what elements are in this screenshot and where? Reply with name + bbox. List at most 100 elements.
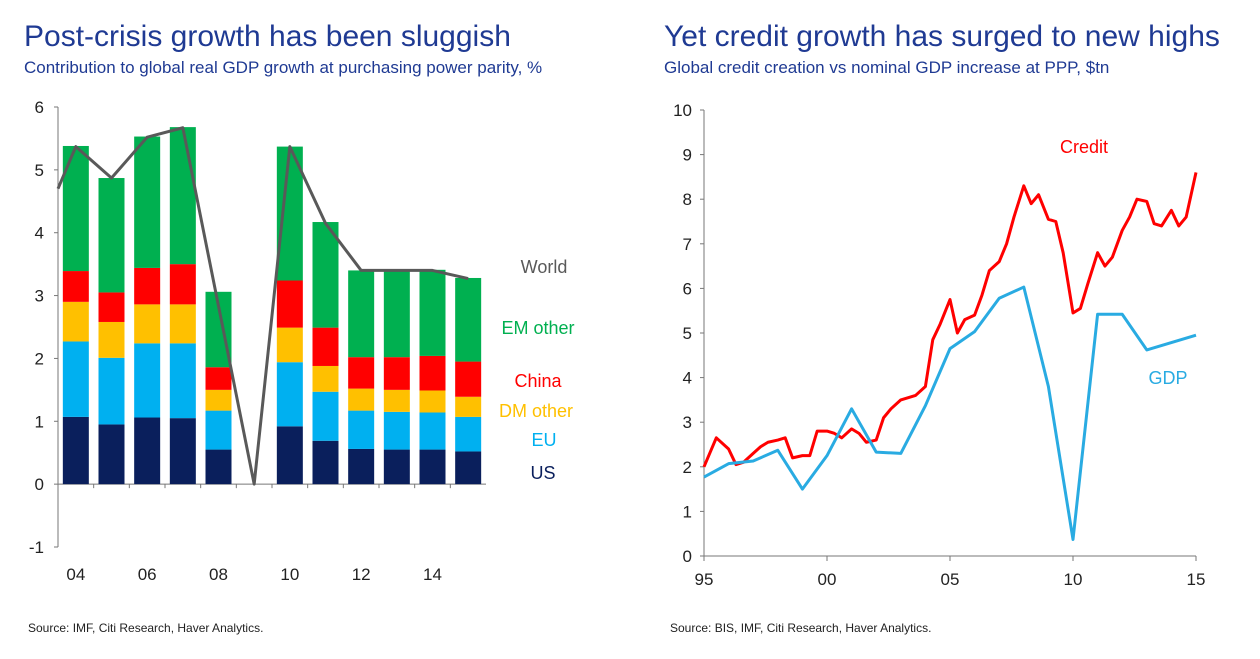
bar-segment-us	[98, 424, 125, 485]
bar-segment-em-other	[348, 270, 375, 358]
bar-segment-eu	[205, 410, 232, 450]
legend-label-world: World	[521, 257, 568, 277]
x-tick-label: 15	[1187, 570, 1206, 589]
y-tick-label: 5	[35, 161, 44, 180]
bar-segment-china	[98, 292, 125, 322]
right-chart-panel: Yet credit growth has surged to new high…	[640, 0, 1260, 659]
bar-segment-em-other	[169, 127, 196, 265]
bar-segment-us	[205, 449, 232, 485]
bar-segment-us	[348, 448, 375, 485]
x-tick-label: 08	[209, 565, 228, 584]
right-chart-source: Source: BIS, IMF, Citi Research, Haver A…	[670, 621, 932, 635]
bar-segment-china	[62, 271, 89, 302]
left-chart-title: Post-crisis growth has been sluggish	[24, 20, 511, 53]
y-tick-label: 1	[683, 502, 692, 521]
y-tick-label: 6	[683, 279, 692, 298]
bar-segment-us	[312, 440, 339, 485]
y-tick-label: 9	[683, 146, 692, 165]
line-chart: 0 1 2 3 4 5 6 7 8 9 10 95 00 05 10 15 Credit GDP	[673, 101, 1206, 589]
y-tick-label: 5	[683, 324, 692, 343]
left-chart-subtitle: Contribution to global real GDP growth a…	[24, 58, 543, 77]
bar-segment-em-other	[383, 270, 410, 358]
legend-label-us: US	[530, 463, 555, 483]
bar-segment-eu	[276, 362, 303, 427]
bar-segment-dm-other	[348, 388, 375, 411]
x-tick-label: 05	[941, 570, 960, 589]
bar-segment-eu	[383, 411, 410, 450]
bar-segment-em-other	[312, 222, 339, 328]
bar-segment-em-other	[98, 178, 125, 293]
y-tick-label: 2	[683, 458, 692, 477]
bar-segment-china	[419, 355, 446, 391]
bar-segment-china	[134, 267, 161, 305]
bar-segment-em-other	[419, 269, 446, 356]
bar-segment-china	[205, 367, 232, 390]
right-chart-title: Yet credit growth has surged to new high…	[664, 20, 1220, 53]
y-tick-label: 0	[35, 475, 44, 494]
left-chart-panel: Post-crisis growth has been sluggish Con…	[24, 20, 575, 635]
bar-segment-dm-other	[205, 389, 232, 411]
y-tick-label: -1	[29, 538, 44, 557]
bar-segment-eu	[62, 341, 89, 417]
bar-segment-eu	[348, 410, 375, 449]
x-tick-label: 10	[280, 565, 299, 584]
bar-segment-eu	[169, 343, 196, 419]
y-tick-label: 3	[683, 413, 692, 432]
bar-segment-dm-other	[419, 390, 446, 413]
bar-segment-dm-other	[455, 396, 482, 417]
bar-segment-us	[419, 449, 446, 485]
left-chart-source: Source: IMF, Citi Research, Haver Analyt…	[28, 621, 264, 635]
x-tick-label: 12	[352, 565, 371, 584]
bar-segment-china	[383, 357, 410, 390]
x-tick-label: 06	[138, 565, 157, 584]
y-tick-label: 6	[35, 98, 44, 117]
series-label-credit: Credit	[1060, 137, 1108, 157]
bar-segment-em-other	[455, 277, 482, 362]
y-tick-label: 3	[35, 287, 44, 306]
bar-segment-china	[312, 327, 339, 366]
series-line-gdp	[703, 285, 1197, 541]
legend-label-dm-other: DM other	[499, 401, 573, 421]
bar-segment-eu	[312, 391, 339, 441]
legend-label-china: China	[514, 371, 562, 391]
x-tick-label: 04	[66, 565, 85, 584]
y-tick-label: 4	[683, 369, 692, 388]
bar-segment-us	[383, 449, 410, 485]
series-line-credit	[702, 172, 1198, 468]
bar-segment-dm-other	[62, 301, 89, 342]
x-tick-label: 95	[695, 570, 714, 589]
bar-segment-eu	[134, 343, 161, 418]
legend-label-em-other: EM other	[501, 318, 574, 338]
bar-segment-china	[455, 361, 482, 397]
world-line	[56, 126, 469, 486]
bar-segment-china	[169, 264, 196, 305]
bar-segment-dm-other	[312, 365, 339, 392]
bar-segment-us	[62, 416, 89, 485]
y-tick-label: 4	[35, 224, 44, 243]
y-tick-label: 10	[673, 101, 692, 120]
bar-segment-eu	[419, 412, 446, 450]
bar-segment-eu	[98, 357, 125, 425]
x-tick-label: 10	[1064, 570, 1083, 589]
series-label-gdp: GDP	[1148, 368, 1187, 388]
bar-segment-us	[134, 417, 161, 485]
y-tick-label: 0	[683, 547, 692, 566]
bar-segment-dm-other	[98, 321, 125, 358]
y-tick-label: 1	[35, 412, 44, 431]
bar-segment-em-other	[134, 136, 161, 268]
bar-segment-us	[276, 426, 303, 485]
legend-label-eu: EU	[531, 430, 556, 450]
bar-segment-eu	[455, 416, 482, 452]
right-chart-subtitle: Global credit creation vs nominal GDP in…	[664, 58, 1110, 77]
bar-segment-dm-other	[383, 389, 410, 412]
bar-segment-china	[348, 357, 375, 389]
bar-segment-dm-other	[276, 327, 303, 363]
y-tick-label: 7	[683, 235, 692, 254]
y-tick-label: 8	[683, 190, 692, 209]
bar-segment-dm-other	[134, 304, 161, 344]
bar-segment-us	[455, 451, 482, 485]
x-tick-label: 14	[423, 565, 442, 584]
y-tick-label: 2	[35, 349, 44, 368]
bar-segment-us	[169, 418, 196, 485]
